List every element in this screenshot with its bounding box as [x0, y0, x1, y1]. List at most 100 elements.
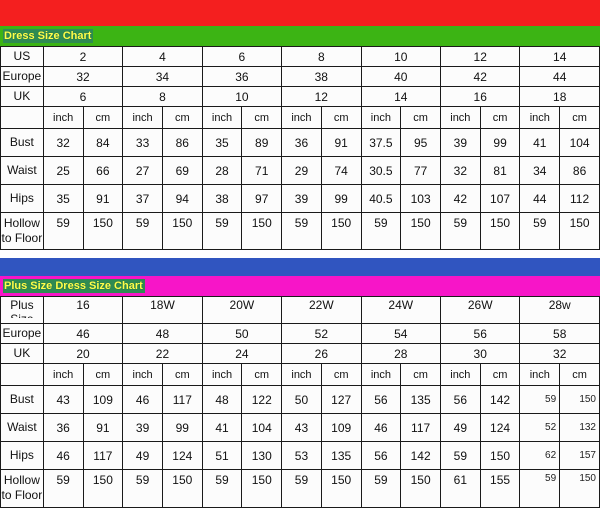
- table-row-plus-europe: Europe 46 48 50 52 54 56 58: [0, 323, 600, 344]
- table-row-plus-units: inch cm inch cm inch cm inch cm inch cm …: [0, 363, 600, 386]
- table-row-uk: UK 6 8 10 12 14 16 18: [0, 86, 600, 107]
- plus-chart-title: Plus Size Dress Size Chart: [3, 279, 145, 293]
- cell-bust-13: 104: [559, 128, 600, 157]
- row-label-plus-uk: UK: [0, 343, 44, 364]
- cell-plus-uk-6: 32: [519, 343, 600, 364]
- cell-waist-2: 27: [122, 156, 163, 185]
- green-banner: [0, 26, 600, 46]
- cell-us-3: 8: [281, 46, 362, 67]
- cell-plus-hips-3: 124: [161, 441, 203, 470]
- cell-plus-bust-1: 109: [82, 385, 124, 414]
- cell-plus-bust-10: 56: [439, 385, 481, 414]
- cell-plus-waist-2: 39: [122, 413, 163, 442]
- plus-unit-inch-5: inch: [439, 363, 481, 386]
- cell-plus-bust-0: 43: [42, 385, 84, 414]
- plus-size-chart-table: Plus Size 16 18W 20W 22W 24W 26W 28w Eur…: [0, 296, 600, 508]
- cell-hollow-9: 150: [400, 212, 441, 250]
- cell-europe-5: 42: [439, 66, 521, 87]
- plus-unit-cm-1: cm: [161, 363, 203, 386]
- plus-unit-cm-6: cm: [559, 363, 600, 386]
- plus-unit-inch-3: inch: [281, 363, 322, 386]
- cell-hollow-10: 59: [439, 212, 481, 250]
- cell-hips-6: 39: [281, 184, 322, 213]
- cell-plus-waist-7: 109: [320, 413, 362, 442]
- cell-plus-bust-13: 150: [559, 385, 600, 414]
- cell-plus-bust-11: 142: [479, 385, 521, 414]
- cell-waist-11: 81: [479, 156, 521, 185]
- cell-plus-hollow-3: 150: [161, 469, 203, 508]
- cell-uk-3: 12: [281, 86, 362, 107]
- cell-plus-4: 24W: [360, 296, 441, 324]
- cell-waist-6: 29: [281, 156, 322, 185]
- unit-inch-6: inch: [519, 106, 561, 129]
- hollow-label-line1: Hollow: [3, 216, 40, 230]
- cell-plus-waist-5: 104: [241, 413, 283, 442]
- cell-hips-11: 107: [479, 184, 521, 213]
- cell-hollow-2: 59: [122, 212, 163, 250]
- row-label-hollow-to-floor: Hollow to Floor: [0, 212, 44, 250]
- cell-plus-hips-13: 157: [559, 441, 600, 470]
- blue-banner: [0, 258, 600, 276]
- cell-plus-5: 26W: [439, 296, 521, 324]
- plus-unit-cm-4: cm: [400, 363, 441, 386]
- cell-hips-5: 97: [241, 184, 283, 213]
- cell-plus-uk-2: 24: [201, 343, 283, 364]
- cell-plus-hips-11: 150: [479, 441, 521, 470]
- cell-europe-0: 32: [42, 66, 124, 87]
- cell-plus-bust-5: 122: [241, 385, 283, 414]
- cell-hips-10: 42: [439, 184, 481, 213]
- cell-plus-hollow-2: 59: [122, 469, 163, 508]
- cell-bust-3: 86: [161, 128, 203, 157]
- cell-plus-bust-12: 59: [519, 385, 561, 414]
- row-label-plus-waist: Waist: [0, 413, 44, 442]
- cell-plus-bust-4: 48: [201, 385, 243, 414]
- cell-plus-3: 22W: [281, 296, 362, 324]
- cell-hips-12: 44: [519, 184, 561, 213]
- unit-cm-2: cm: [241, 106, 283, 129]
- cell-us-5: 12: [439, 46, 521, 67]
- table-row-bust: Bust 32 84 33 86 35 89 36 91 37.5 95 39 …: [0, 128, 600, 157]
- plus-unit-inch-1: inch: [122, 363, 163, 386]
- cell-plus-waist-0: 36: [42, 413, 84, 442]
- row-label-waist: Waist: [0, 156, 44, 185]
- row-label-us: US: [0, 46, 44, 67]
- cell-plus-hollow-0: 59: [42, 469, 84, 508]
- cell-plus-waist-6: 43: [281, 413, 322, 442]
- cell-bust-4: 35: [201, 128, 243, 157]
- cell-plus-2: 20W: [201, 296, 283, 324]
- cell-plus-hips-12: 62: [519, 441, 561, 470]
- cell-europe-2: 36: [201, 66, 283, 87]
- unit-cm-4: cm: [400, 106, 441, 129]
- cell-plus-hollow-12: 59: [519, 469, 561, 508]
- cell-plus-hollow-9: 150: [400, 469, 441, 508]
- cell-waist-12: 34: [519, 156, 561, 185]
- cell-waist-3: 69: [161, 156, 203, 185]
- unit-inch-1: inch: [122, 106, 163, 129]
- cell-plus-waist-13: 132: [559, 413, 600, 442]
- table-row-plus-uk: UK 20 22 24 26 28 30 32: [0, 343, 600, 364]
- hollow-label-line2: to Floor: [1, 231, 43, 245]
- cell-plus-europe-4: 54: [360, 323, 441, 344]
- row-label-plus-hips: Hips: [0, 441, 44, 470]
- cell-waist-8: 30.5: [360, 156, 402, 185]
- cell-uk-1: 8: [122, 86, 203, 107]
- cell-hollow-12: 59: [519, 212, 561, 250]
- cell-plus-hips-5: 130: [241, 441, 283, 470]
- row-label-plus-bust: Bust: [0, 385, 44, 414]
- cell-plus-hollow-4: 59: [201, 469, 243, 508]
- cell-hips-3: 94: [161, 184, 203, 213]
- plus-unit-cm-5: cm: [479, 363, 521, 386]
- cell-uk-5: 16: [439, 86, 521, 107]
- unit-inch-2: inch: [201, 106, 243, 129]
- cell-plus-uk-4: 28: [360, 343, 441, 364]
- cell-plus-hollow-10: 61: [439, 469, 481, 508]
- cell-us-0: 2: [42, 46, 124, 67]
- cell-plus-uk-0: 20: [42, 343, 124, 364]
- cell-bust-2: 33: [122, 128, 163, 157]
- table-row-europe: Europe 32 34 36 38 40 42 44: [0, 66, 600, 87]
- cell-us-6: 14: [519, 46, 600, 67]
- cell-bust-1: 84: [82, 128, 124, 157]
- cell-uk-0: 6: [42, 86, 124, 107]
- dress-size-chart-table: US 2 4 6 8 10 12 14 Europe 32 34 36 38 4…: [0, 46, 600, 250]
- cell-europe-6: 44: [519, 66, 600, 87]
